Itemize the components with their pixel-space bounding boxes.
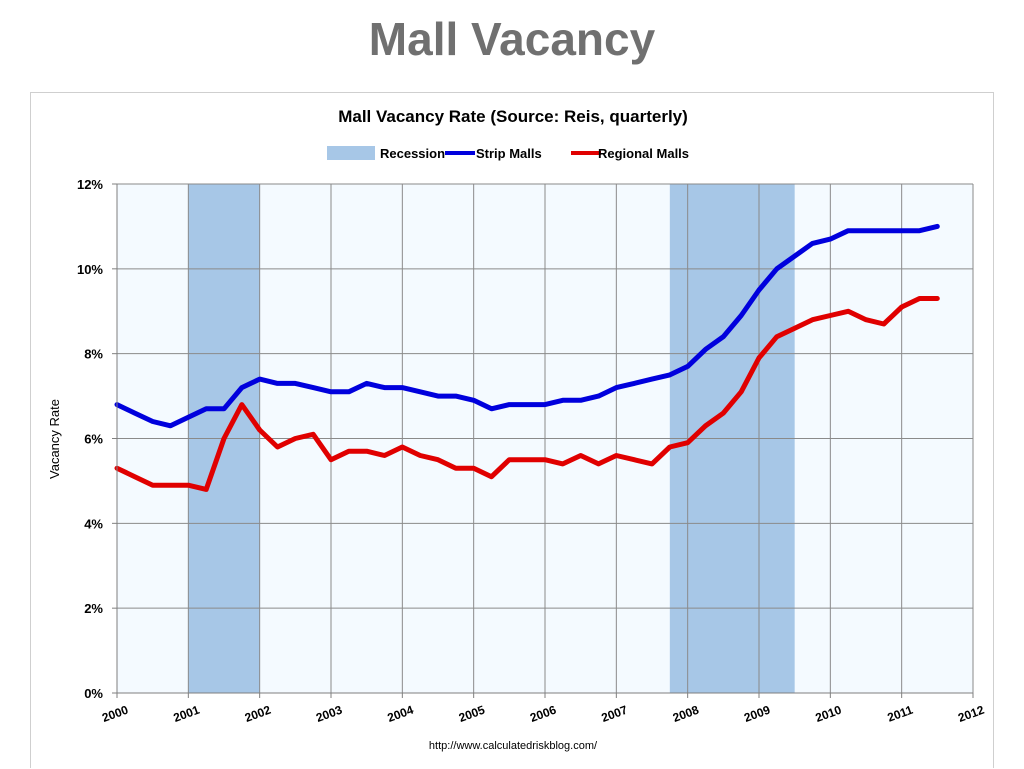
legend-recession-label: Recession (380, 146, 445, 161)
y-tick-label: 12% (77, 177, 103, 192)
chart-frame: Mall Vacancy Rate (Source: Reis, quarter… (30, 92, 994, 768)
series-line-regional-malls (114, 296, 940, 492)
x-tick-label: 2009 (742, 703, 772, 725)
chart-svg: Mall Vacancy Rate (Source: Reis, quarter… (47, 107, 986, 752)
series-line-strip-malls (114, 223, 940, 429)
x-tick-label: 2002 (243, 703, 273, 725)
x-tick-label: 2012 (956, 703, 986, 725)
x-tick-label: 2000 (100, 703, 130, 725)
x-tick-label: 2001 (171, 703, 201, 725)
series-lines (114, 223, 940, 492)
x-tick-label: 2003 (314, 703, 344, 725)
x-tick-label: 2004 (385, 703, 415, 725)
y-tick-label: 10% (77, 262, 103, 277)
x-tick-label: 2010 (813, 703, 843, 725)
source-label: http://www.calculatedriskblog.com/ (429, 740, 598, 752)
x-tick-label: 2007 (599, 703, 629, 725)
x-tick-label: 2006 (528, 703, 558, 725)
chart-title: Mall Vacancy Rate (Source: Reis, quarter… (338, 107, 688, 126)
legend-recession-swatch (327, 146, 375, 160)
legend-strip-malls-label: Strip Malls (476, 146, 542, 161)
y-tick-label: 4% (84, 516, 103, 531)
legend: Recession Strip Malls Regional Malls (327, 146, 689, 161)
y-axis-label: Vacancy Rate (47, 399, 62, 479)
slide-title: Mall Vacancy (368, 13, 656, 65)
y-tick-label: 6% (84, 432, 103, 447)
y-tick-label: 0% (84, 686, 103, 701)
axes: 0% 2% 4% 6% 8% 10% 12% 2000 2001 2002 2003 2004 2005… (77, 177, 986, 725)
y-tick-label: 2% (84, 601, 103, 616)
x-tick-label: 2005 (457, 703, 487, 725)
y-tick-label: 8% (84, 347, 103, 362)
x-tick-label: 2011 (885, 703, 915, 725)
legend-regional-malls-label: Regional Malls (598, 146, 689, 161)
x-tick-label: 2008 (671, 703, 701, 725)
